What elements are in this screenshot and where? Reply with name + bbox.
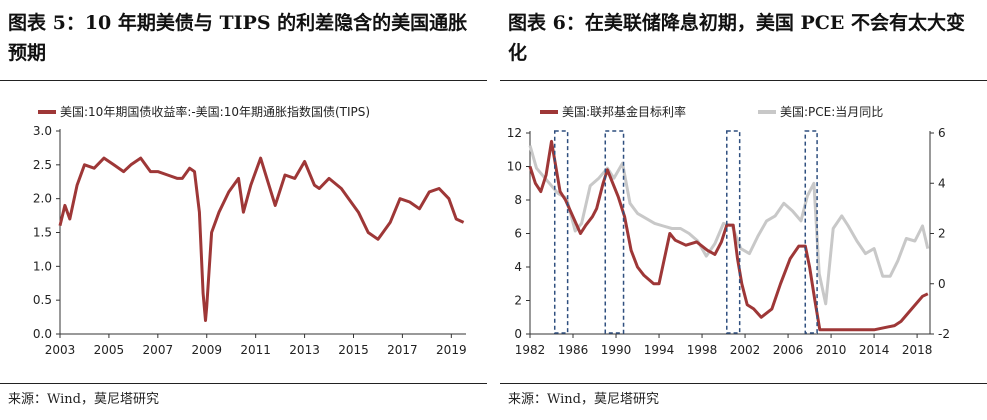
x-tick-label: 2015 bbox=[338, 343, 369, 357]
right-source: 来源：Wind，莫尼塔研究 bbox=[508, 392, 659, 407]
y-tick-label: 1.5 bbox=[33, 226, 52, 240]
y-right-tick-label: 0 bbox=[938, 277, 946, 291]
y-left-tick-label: 4 bbox=[514, 260, 522, 274]
right-bottom-rule bbox=[500, 383, 987, 384]
legend-label-pce: 美国:PCE:当月同比 bbox=[780, 105, 883, 119]
left-top-rule bbox=[0, 80, 487, 81]
x-tick-label: 1994 bbox=[644, 343, 675, 357]
x-tick-label: 2018 bbox=[902, 343, 933, 357]
left-chart: 美国:10年期国债收益率:-美国:10年期通胀指数国债(TIPS) 0.0 0.5 1… bbox=[33, 104, 467, 357]
x-tick-label: 2011 bbox=[240, 343, 271, 357]
series-line-fed-rate bbox=[528, 139, 929, 332]
left-panel: 图表 5：10 年期美债与 TIPS 的利差隐含的美国通胀预期 美国:10年期国… bbox=[0, 0, 487, 420]
x-tick-label: 2007 bbox=[143, 343, 174, 357]
x-tick-label: 1998 bbox=[687, 343, 718, 357]
y-left-tick-label: 12 bbox=[507, 126, 522, 140]
x-tick-label: 2013 bbox=[289, 343, 320, 357]
highlight-period-box bbox=[804, 130, 818, 334]
y-left-tick-label: 10 bbox=[507, 160, 522, 174]
y-right-tick-label: 2 bbox=[938, 227, 946, 241]
y-tick-label: 1.0 bbox=[33, 259, 52, 273]
right-figure-title: 图表 6：在美联储降息初期，美国 PCE 不会有太大变化 bbox=[508, 12, 965, 64]
x-tick-label: 1986 bbox=[558, 343, 589, 357]
y-tick-label: 3.0 bbox=[33, 124, 52, 138]
highlight-period-box bbox=[726, 130, 741, 334]
left-bottom-rule bbox=[0, 383, 487, 384]
legend-label-fed-rate: 美国:联邦基金目标利率 bbox=[562, 104, 686, 119]
left-figure-title: 图表 5：10 年期美债与 TIPS 的利差隐含的美国通胀预期 bbox=[8, 12, 468, 64]
y-left-tick-label: 8 bbox=[514, 193, 522, 207]
highlight-period-box bbox=[553, 130, 569, 334]
x-tick-label: 2003 bbox=[45, 343, 76, 357]
x-tick-label: 1982 bbox=[515, 343, 546, 357]
right-panel: 图表 6：在美联储降息初期，美国 PCE 不会有太大变化 美国:联邦基金目标利率… bbox=[500, 0, 987, 420]
y-right-tick-label: -2 bbox=[938, 327, 950, 341]
y-right-tick-label: 4 bbox=[938, 176, 946, 190]
x-tick-label: 2005 bbox=[94, 343, 125, 357]
x-tick-label: 1990 bbox=[601, 343, 632, 357]
y-tick-label: 2.5 bbox=[33, 158, 52, 172]
y-left-tick-label: 2 bbox=[514, 294, 522, 308]
x-tick-label: 2017 bbox=[387, 343, 418, 357]
y-left-tick-label: 0 bbox=[514, 327, 522, 341]
y-left-tick-label: 6 bbox=[514, 227, 522, 241]
y-tick-label: 0.5 bbox=[33, 293, 52, 307]
x-tick-label: 2009 bbox=[191, 343, 222, 357]
left-source: 来源：Wind，莫尼塔研究 bbox=[8, 392, 159, 407]
x-tick-label: 2019 bbox=[436, 343, 467, 357]
x-tick-label: 2002 bbox=[730, 343, 761, 357]
x-tick-label: 2014 bbox=[859, 343, 890, 357]
y-tick-label: 0.0 bbox=[33, 327, 52, 341]
y-right-tick-label: 6 bbox=[938, 126, 946, 140]
right-top-rule bbox=[500, 80, 987, 81]
x-tick-label: 2010 bbox=[816, 343, 847, 357]
highlight-period-box bbox=[604, 130, 625, 334]
y-tick-label: 2.0 bbox=[33, 192, 52, 206]
legend-label: 美国:10年期国债收益率:-美国:10年期通胀指数国债(TIPS) bbox=[60, 104, 370, 119]
series-line-breakeven bbox=[58, 156, 465, 322]
right-chart: 美国:联邦基金目标利率 美国:PCE:当月同比 0 2 4 6 8 10 12 -2 0 2 4 6 198… bbox=[507, 104, 950, 357]
x-tick-label: 2006 bbox=[773, 343, 804, 357]
